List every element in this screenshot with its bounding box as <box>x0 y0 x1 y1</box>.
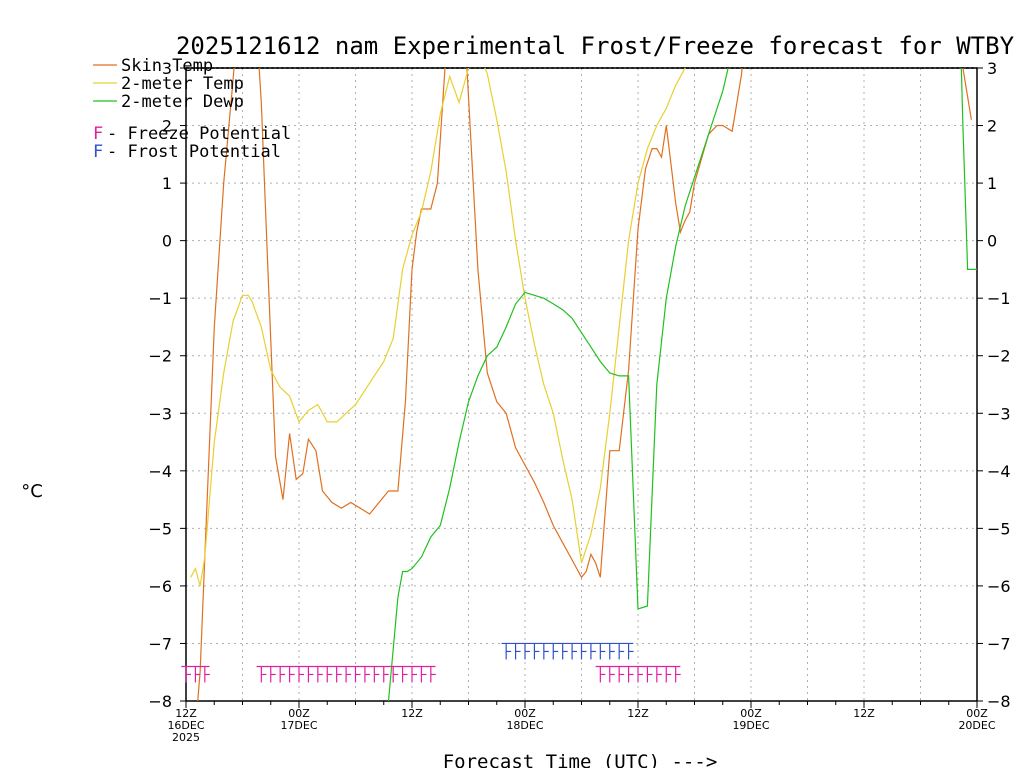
x-tick-label: 12Z <box>175 707 197 720</box>
plot-frame <box>185 67 978 702</box>
y-tick-label-left: 2 <box>162 117 172 136</box>
x-tick-label: 12Z <box>853 707 875 720</box>
y-tick-label-right: −2 <box>987 347 1011 366</box>
y-tick-label-left: −1 <box>148 289 172 308</box>
y-tick-label-left: −3 <box>148 404 172 423</box>
x-tick-label: 17DEC <box>280 719 317 732</box>
y-tick-label-left: 0 <box>162 232 172 251</box>
y-tick-label-right: −3 <box>987 404 1011 423</box>
y-tick-label-right: 0 <box>987 232 997 251</box>
y-tick-label-left: −6 <box>148 577 172 596</box>
y-tick-label-left: 1 <box>162 174 172 193</box>
x-tick-label: 12Z <box>401 707 423 720</box>
x-tick-label: 18DEC <box>506 719 543 732</box>
series-line-2-meter-temp <box>190 68 686 587</box>
legend-label: 2-meter Temp <box>121 74 244 94</box>
x-tick-label: 20DEC <box>958 719 995 732</box>
x-axis-label: Forecast Time (UTC) ---> <box>443 751 718 768</box>
x-tick-label: 19DEC <box>732 719 769 732</box>
x-tick-label: 00Z <box>514 707 536 720</box>
legend-flag-desc: - Frost Potential <box>107 142 281 162</box>
legend-label: 2-meter Dewp <box>121 92 244 112</box>
y-tick-label-right: −5 <box>987 519 1011 538</box>
y-tick-label-right: 3 <box>987 59 997 78</box>
y-tick-label-right: −8 <box>987 692 1011 711</box>
x-tick-label: 12Z <box>627 707 649 720</box>
y-axis-label: °C <box>21 481 43 502</box>
y-tick-label-right: −6 <box>987 577 1011 596</box>
series-line-2-meter-dewp <box>387 68 977 701</box>
x-tick-label: 00Z <box>966 707 988 720</box>
x-tick-label: 2025 <box>172 731 200 744</box>
legend-flag-symbol: F <box>93 124 103 144</box>
x-tick-label: 00Z <box>288 707 310 720</box>
y-tick-labels-left: −8 −7 −6 −5 −4 −3 −2 −1 0 1 2 3 <box>148 59 172 711</box>
y-tick-label-right: −1 <box>987 289 1011 308</box>
y-tick-label-right: 1 <box>987 174 997 193</box>
legend-flag-desc: - Freeze Potential <box>107 124 291 144</box>
y-tick-label-left: −2 <box>148 347 172 366</box>
data-series <box>190 68 977 701</box>
chart-title: 2025121612 nam Experimental Frost/Freeze… <box>176 32 1015 60</box>
y-tick-label-left: −4 <box>148 462 172 481</box>
y-tick-label-left: 3 <box>162 59 172 78</box>
legend-flag-symbol: F <box>93 142 103 162</box>
y-tick-label-left: −8 <box>148 692 172 711</box>
y-tick-labels-right: −8 −7 −6 −5 −4 −3 −2 −1 0 1 2 3 <box>987 59 1011 711</box>
frost-freeze-flags <box>181 642 681 683</box>
legend-label: Skin Temp <box>121 56 213 76</box>
axes <box>180 67 983 708</box>
y-tick-label-left: −5 <box>148 519 172 538</box>
y-tick-label-right: −4 <box>987 462 1011 481</box>
y-tick-label-right: −7 <box>987 634 1011 653</box>
y-tick-label-left: −7 <box>148 634 172 653</box>
x-tick-label: 00Z <box>740 707 762 720</box>
x-tick-label: 16DEC <box>167 719 204 732</box>
grid-lines <box>186 68 977 701</box>
y-tick-label-right: 2 <box>987 117 997 136</box>
